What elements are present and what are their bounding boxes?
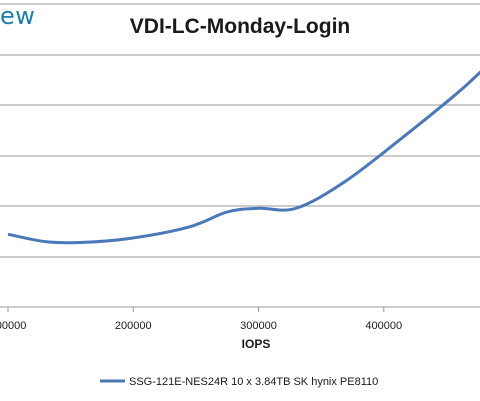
x-axis-label: IOPS (242, 337, 271, 351)
x-tick-label: 300000 (240, 320, 277, 332)
series-layer (7, 70, 480, 245)
gridlines (0, 3, 480, 308)
legend-label: SSG-121E-NES24R 10 x 3.84TB SK hynix PE8… (129, 376, 378, 388)
x-tick-label: 100000 (0, 320, 26, 332)
legend: SSG-121E-NES24R 10 x 3.84TB SK hynix PE8… (100, 376, 378, 388)
x-axis-ticks: 100000 200000 300000 400000 (0, 307, 402, 332)
x-tick-label: 200000 (115, 320, 152, 332)
chart-title: VDI-LC-Monday-Login (130, 15, 350, 38)
series-line (7, 70, 480, 245)
brand-logo-text: ew (0, 2, 36, 30)
x-tick-label: 400000 (365, 320, 402, 332)
